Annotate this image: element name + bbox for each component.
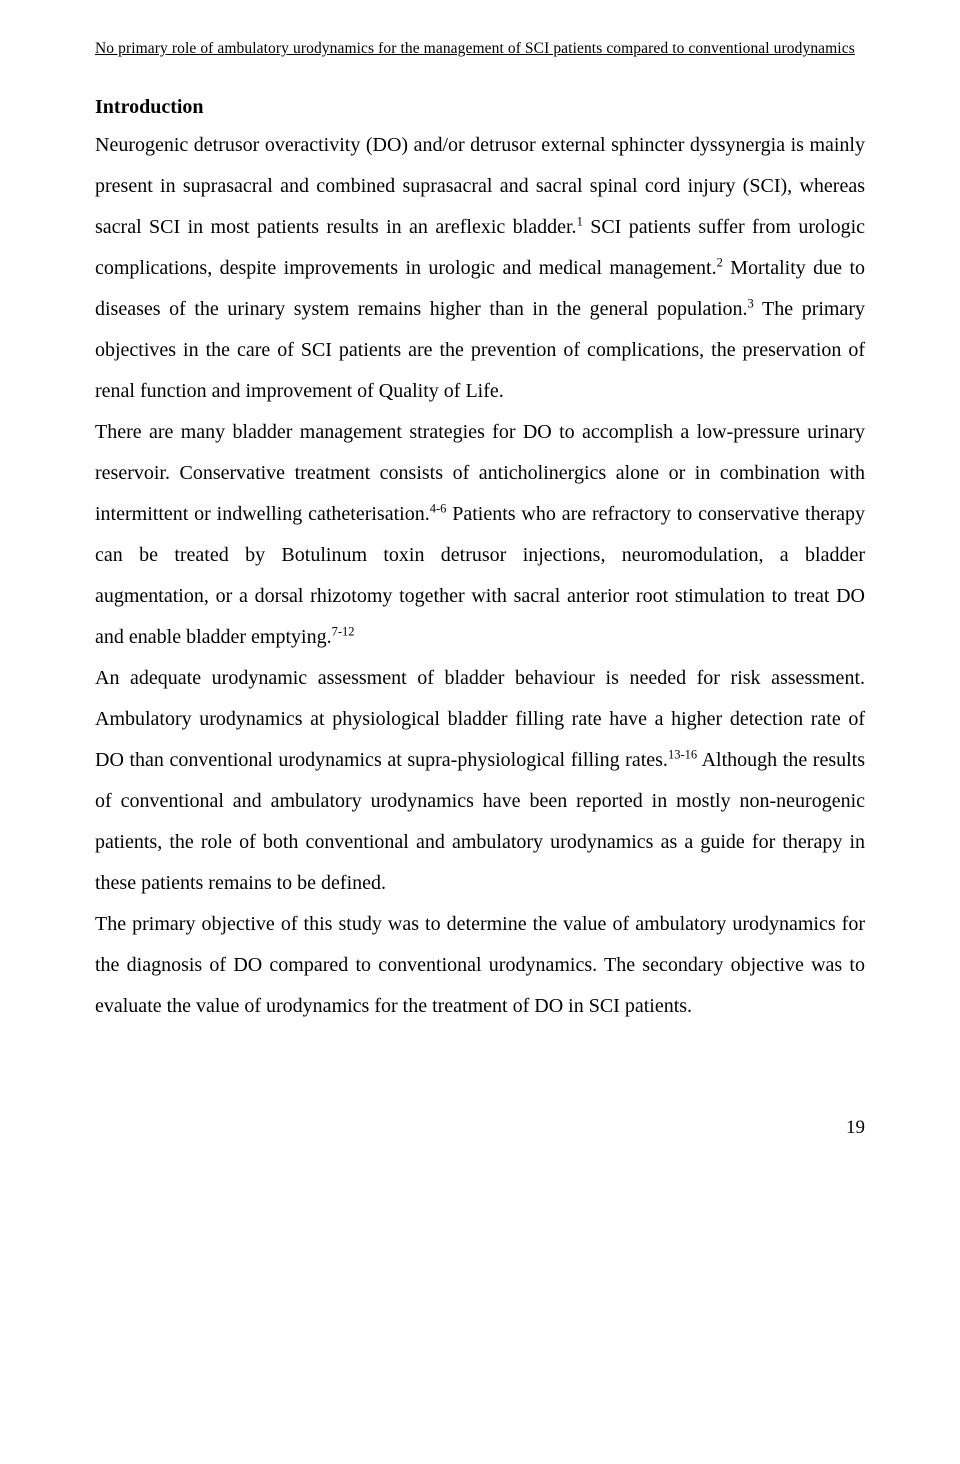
running-head: No primary role of ambulatory urodynamic… xyxy=(95,40,865,58)
page-number: 19 xyxy=(95,1117,865,1139)
paragraph-1: Neurogenic detrusor overactivity (DO) an… xyxy=(95,125,865,412)
paragraph-2: There are many bladder management strate… xyxy=(95,412,865,658)
section-title-introduction: Introduction xyxy=(95,96,865,119)
citation-ref-4-6: 4-6 xyxy=(430,501,447,515)
paragraph-4: The primary objective of this study was … xyxy=(95,904,865,1027)
citation-ref-13-16: 13-16 xyxy=(668,747,697,761)
citation-ref-7-12: 7-12 xyxy=(332,624,355,638)
paragraph-3: An adequate urodynamic assessment of bla… xyxy=(95,658,865,904)
